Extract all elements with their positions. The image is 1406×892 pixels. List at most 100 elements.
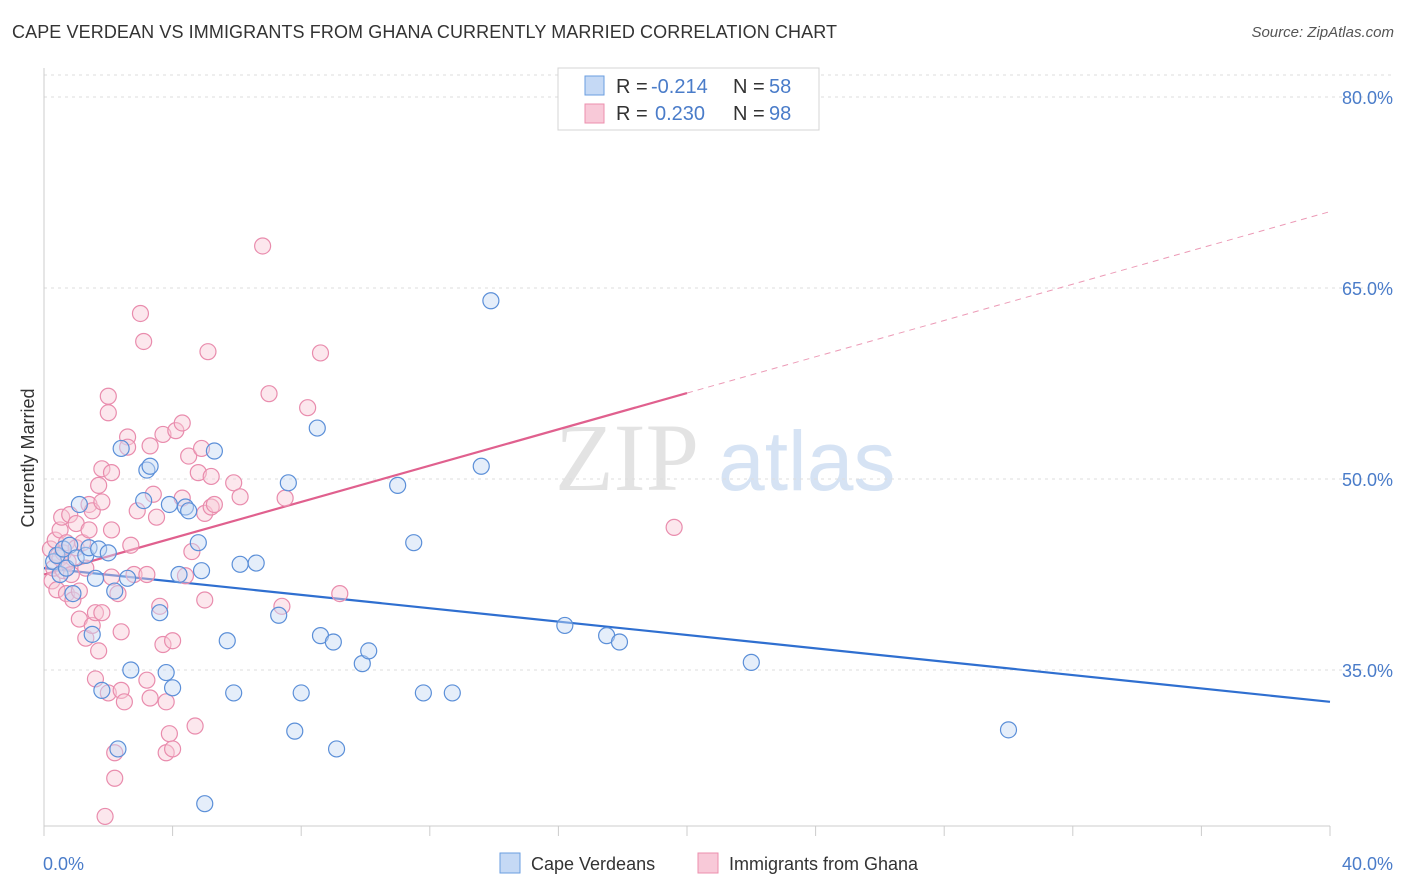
- correlation-legend: R = -0.214 N = 58 R = 0.230 N = 98: [557, 67, 820, 131]
- point-immigrants-from-ghana: [115, 693, 133, 711]
- point-immigrants-from-ghana: [183, 542, 201, 561]
- point-cape-verdeans: [64, 584, 82, 603]
- point-immigrants-from-ghana: [138, 671, 156, 689]
- point-cape-verdeans: [324, 633, 342, 651]
- legend-r-label-1: R =: [616, 76, 648, 98]
- y-tick-labels: 35.0% 50.0% 65.0% 80.0%: [1342, 88, 1393, 681]
- y-tick-label: 35.0%: [1342, 661, 1393, 681]
- point-immigrants-from-ghana: [138, 565, 156, 584]
- point-immigrants-from-ghana: [45, 559, 63, 577]
- watermark-zip: ZIP: [555, 404, 699, 511]
- point-cape-verdeans: [99, 544, 117, 562]
- y-tick-label: 50.0%: [1342, 470, 1393, 490]
- point-immigrants-from-ghana: [157, 693, 175, 711]
- point-cape-verdeans: [164, 679, 182, 697]
- point-immigrants-from-ghana: [176, 567, 195, 585]
- point-immigrants-from-ghana: [202, 498, 220, 516]
- point-cape-verdeans: [141, 457, 159, 475]
- point-immigrants-from-ghana: [112, 623, 130, 641]
- point-immigrants-from-ghana: [665, 518, 683, 536]
- point-cape-verdeans: [270, 606, 288, 624]
- point-immigrants-from-ghana: [80, 521, 98, 539]
- point-immigrants-from-ghana: [273, 597, 291, 615]
- point-cape-verdeans: [742, 653, 760, 671]
- point-immigrants-from-ghana: [205, 495, 223, 514]
- point-immigrants-from-ghana: [254, 237, 272, 255]
- point-cape-verdeans: [192, 562, 211, 580]
- trendline-ghana-solid: [43, 391, 688, 576]
- point-immigrants-from-ghana: [199, 343, 217, 361]
- point-immigrants-from-ghana: [147, 508, 166, 526]
- point-immigrants-from-ghana: [192, 439, 211, 458]
- point-immigrants-from-ghana: [154, 425, 172, 444]
- point-cape-verdeans: [170, 565, 188, 584]
- point-cape-verdeans: [86, 569, 105, 587]
- point-immigrants-from-ghana: [118, 438, 137, 456]
- point-immigrants-from-ghana: [102, 464, 121, 482]
- y-axis-label: Currently Married: [18, 388, 38, 527]
- legend-r-label-2: R =: [616, 103, 648, 125]
- point-immigrants-from-ghana: [160, 725, 178, 743]
- trendline-cape-verdeans: [43, 567, 1331, 703]
- point-cape-verdeans: [999, 721, 1018, 739]
- legend-n-label-1: N =: [733, 76, 765, 98]
- point-cape-verdeans: [90, 540, 108, 558]
- point-cape-verdeans: [443, 684, 461, 702]
- point-immigrants-from-ghana: [196, 591, 214, 609]
- point-cape-verdeans: [218, 632, 236, 650]
- x-tick-min: 0.0%: [43, 854, 84, 874]
- point-immigrants-from-ghana: [135, 332, 153, 351]
- point-cape-verdeans: [205, 442, 223, 460]
- point-immigrants-from-ghana: [225, 474, 243, 492]
- trendline-ghana-dashed: [686, 211, 1331, 394]
- point-cape-verdeans: [106, 582, 124, 600]
- point-cape-verdeans: [389, 476, 407, 494]
- point-cape-verdeans: [292, 684, 310, 702]
- point-immigrants-from-ghana: [141, 437, 159, 455]
- point-immigrants-from-ghana: [57, 584, 76, 603]
- y-tick-label: 80.0%: [1342, 88, 1393, 108]
- trendline-cape-verdeans-solid: [43, 567, 1331, 703]
- point-cape-verdeans: [610, 633, 629, 651]
- point-immigrants-from-ghana: [90, 476, 108, 494]
- series-legend: Cape Verdeans Immigrants from Ghana: [499, 852, 919, 874]
- points-immigrants-from-ghana: [41, 237, 683, 826]
- point-immigrants-from-ghana: [299, 399, 317, 417]
- point-immigrants-from-ghana: [144, 485, 162, 503]
- point-immigrants-from-ghana: [93, 460, 111, 478]
- legend-swatch-immigrants-from-ghana: [584, 103, 605, 124]
- point-immigrants-from-ghana: [64, 591, 82, 609]
- point-immigrants-from-ghana: [189, 464, 207, 482]
- watermark-atlas: atlas: [718, 414, 895, 508]
- point-immigrants-from-ghana: [109, 584, 127, 603]
- point-immigrants-from-ghana: [173, 414, 191, 432]
- axes: [43, 68, 1331, 836]
- point-immigrants-from-ghana: [260, 385, 278, 403]
- point-immigrants-from-ghana: [141, 689, 159, 707]
- point-immigrants-from-ghana: [180, 447, 198, 465]
- source-credit: Source: ZipAtlas.com: [1251, 24, 1394, 41]
- legend-r-value-2: 0.230: [655, 103, 705, 125]
- point-immigrants-from-ghana: [96, 807, 114, 826]
- point-cape-verdeans: [112, 439, 130, 458]
- point-cape-verdeans: [327, 740, 346, 758]
- bottom-legend-swatch-immigrants-from-ghana: [697, 852, 719, 874]
- point-cape-verdeans: [286, 722, 304, 740]
- point-immigrants-from-ghana: [276, 489, 294, 507]
- point-immigrants-from-ghana: [90, 642, 108, 660]
- point-immigrants-from-ghana: [102, 568, 121, 586]
- point-immigrants-from-ghana: [93, 604, 111, 622]
- y-tick-label: 65.0%: [1342, 279, 1393, 299]
- point-immigrants-from-ghana: [86, 604, 105, 622]
- point-cape-verdeans: [231, 555, 249, 573]
- point-cape-verdeans: [83, 625, 101, 643]
- point-cape-verdeans: [51, 565, 69, 584]
- chart-title: CAPE VERDEAN VS IMMIGRANTS FROM GHANA CU…: [12, 22, 838, 42]
- point-immigrants-from-ghana: [83, 616, 101, 635]
- point-immigrants-from-ghana: [311, 344, 330, 362]
- point-cape-verdeans: [157, 663, 175, 682]
- point-cape-verdeans: [70, 495, 88, 514]
- point-cape-verdeans: [196, 795, 214, 813]
- legend-n-label-2: N =: [733, 103, 765, 125]
